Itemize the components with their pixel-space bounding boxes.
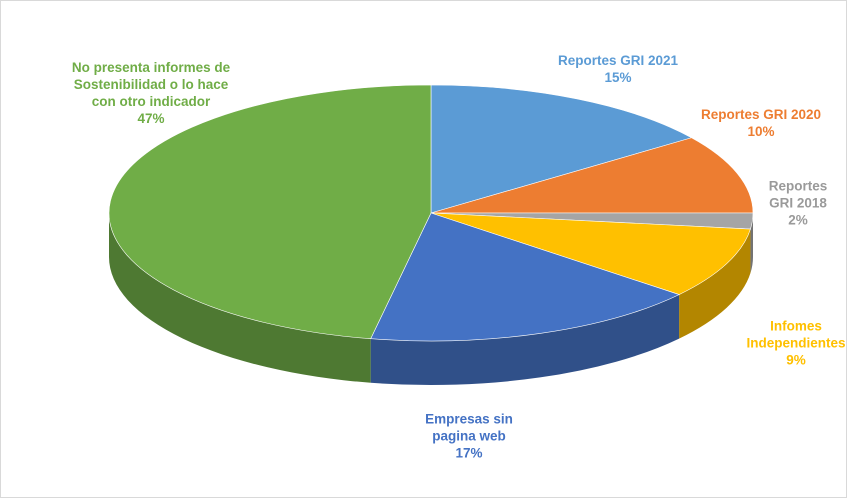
data-label: Reportes GRI 2021 15% xyxy=(538,52,698,86)
slice xyxy=(430,137,754,214)
category-label: Empresas sin pagina web xyxy=(425,411,513,444)
slice-side xyxy=(750,213,753,274)
category-label: No presenta informes de Sostenibilidad o… xyxy=(71,60,231,109)
slice-side xyxy=(370,294,680,385)
data-label: Reportes GRI 2020 10% xyxy=(686,106,836,140)
value-label: 47% xyxy=(137,111,165,126)
value-label: 2% xyxy=(788,212,808,228)
category-label: Reportes GRI 2020 xyxy=(700,107,822,122)
value-label: 17% xyxy=(455,445,483,461)
value-label: 9% xyxy=(786,352,806,368)
data-label: Infomes Independientes 9% xyxy=(740,318,846,369)
slice-side xyxy=(109,213,371,383)
slice xyxy=(430,84,693,214)
category-label: Infomes Independientes xyxy=(746,318,846,351)
slice xyxy=(370,212,680,342)
slice-side xyxy=(679,229,751,339)
value-label: 15% xyxy=(604,70,632,85)
category-label: Reportes GRI 2021 xyxy=(557,53,679,68)
data-label: Empresas sin pagina web 17% xyxy=(404,411,534,462)
data-label: No presenta informes de Sostenibilidad o… xyxy=(71,59,231,127)
value-label: 10% xyxy=(747,124,775,139)
data-label: Reportes GRI 2018 2% xyxy=(758,178,838,229)
slice xyxy=(108,84,432,340)
slice xyxy=(430,212,751,295)
category-label: Reportes GRI 2018 xyxy=(768,178,828,211)
